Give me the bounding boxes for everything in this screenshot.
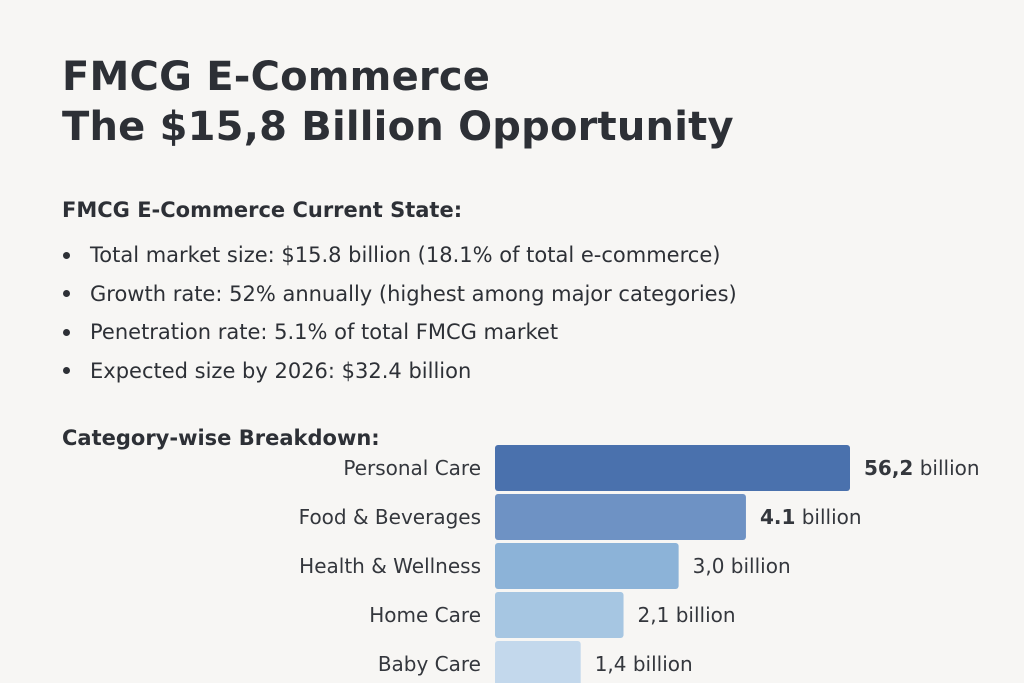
list-item: Expected size by 2026: $32.4 billion — [62, 352, 737, 391]
list-item-text: Expected size by 2026: $32.4 billion — [90, 358, 472, 383]
page-title: FMCG E-Commerce The $15,8 Billion Opport… — [62, 52, 734, 152]
value-label: 1,4 billion — [595, 652, 693, 676]
category-label: Food & Beverages — [299, 505, 481, 529]
value-label: 56,2 billion — [864, 456, 980, 480]
bar — [495, 445, 850, 491]
list-item-text: Total market size: $15.8 billion (18.1% … — [90, 243, 721, 268]
value-label: 3,0 billion — [693, 554, 791, 578]
current-state-list: Total market size: $15.8 billion (18.1% … — [62, 236, 737, 390]
list-item-text: Growth rate: 52% annually (highest among… — [90, 281, 737, 306]
list-item-text: Penetration rate: 5.1% of total FMCG mar… — [90, 320, 559, 345]
list-item: Penetration rate: 5.1% of total FMCG mar… — [62, 313, 737, 352]
category-label: Home Care — [369, 603, 481, 627]
bar — [495, 641, 581, 683]
title-line-1: FMCG E-Commerce — [62, 54, 491, 100]
bullet-icon — [63, 328, 70, 336]
list-item: Growth rate: 52% annually (highest among… — [62, 275, 737, 314]
title-line-2: The $15,8 Billion Opportunity — [62, 104, 734, 150]
list-item: Total market size: $15.8 billion (18.1% … — [62, 236, 737, 275]
bullet-icon — [63, 290, 70, 298]
bar — [495, 494, 746, 540]
current-state-heading: FMCG E-Commerce Current State: — [62, 198, 463, 222]
bullet-icon — [63, 251, 70, 259]
value-label: 2,1 billion — [638, 603, 736, 627]
bar — [495, 592, 624, 638]
bar — [495, 543, 679, 589]
value-label: 4.1 billion — [760, 505, 862, 529]
category-label: Health & Wellness — [299, 554, 481, 578]
category-label: Personal Care — [343, 456, 481, 480]
category-label: Baby Care — [378, 652, 481, 676]
chart-title: Category-wise Breakdown: — [62, 426, 380, 450]
bullet-icon — [63, 367, 70, 375]
